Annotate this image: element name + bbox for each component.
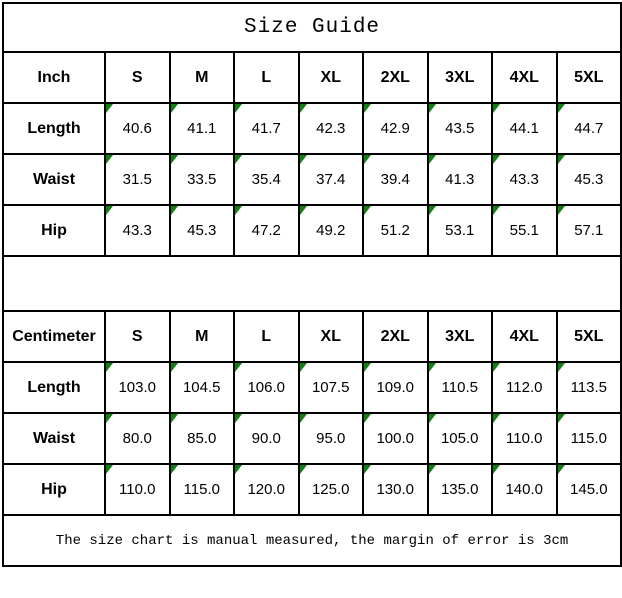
- measurement-cell: 112.0: [491, 361, 558, 414]
- measurement-cell: 130.0: [362, 463, 429, 516]
- measurement-cell: 42.9: [362, 102, 429, 155]
- measurement-cell: 110.0: [491, 412, 558, 465]
- size-col-header: S: [104, 310, 171, 363]
- measurement-cell: 53.1: [426, 204, 493, 257]
- size-col-header: XL: [297, 51, 364, 104]
- size-col-header: 5XL: [555, 51, 622, 104]
- row-label: Waist: [2, 153, 106, 206]
- footer-row: The size chart is manual measured, the m…: [1, 514, 622, 567]
- measurement-cell: 49.2: [297, 204, 364, 257]
- size-col-header: 4XL: [491, 310, 558, 363]
- inch-header-row: Inch S M L XL 2XL 3XL 4XL 5XL: [2, 51, 622, 104]
- measurement-cell: 107.5: [297, 361, 364, 414]
- measurement-cell: 39.4: [362, 153, 429, 206]
- size-col-header: M: [168, 310, 235, 363]
- row-label: Hip: [2, 204, 106, 257]
- inch-length-row: Length 40.6 41.1 41.7 42.3 42.9 43.5 44.…: [2, 102, 622, 155]
- footer-note: The size chart is manual measured, the m…: [1, 514, 622, 567]
- size-col-header: M: [168, 51, 235, 104]
- measurement-cell: 110.0: [104, 463, 171, 516]
- measurement-cell: 115.0: [168, 463, 235, 516]
- size-guide-table: Size Guide Inch S M L XL 2XL 3XL 4XL 5XL…: [1, 2, 622, 567]
- size-col-header: L: [233, 310, 300, 363]
- measurement-cell: 41.3: [426, 153, 493, 206]
- measurement-cell: 31.5: [104, 153, 171, 206]
- size-col-header: 2XL: [362, 310, 429, 363]
- cm-header-row: Centimeter S M L XL 2XL 3XL 4XL 5XL: [2, 310, 622, 363]
- measurement-cell: 43.3: [491, 153, 558, 206]
- measurement-cell: 45.3: [555, 153, 622, 206]
- measurement-cell: 95.0: [297, 412, 364, 465]
- measurement-cell: 37.4: [297, 153, 364, 206]
- measurement-cell: 135.0: [426, 463, 493, 516]
- measurement-cell: 42.3: [297, 102, 364, 155]
- measurement-cell: 113.5: [555, 361, 622, 414]
- measurement-cell: 57.1: [555, 204, 622, 257]
- measurement-cell: 106.0: [233, 361, 300, 414]
- measurement-cell: 33.5: [168, 153, 235, 206]
- measurement-cell: 43.5: [426, 102, 493, 155]
- size-col-header: XL: [297, 310, 364, 363]
- size-col-header: 5XL: [555, 310, 622, 363]
- spacer-row: [1, 255, 622, 312]
- measurement-cell: 125.0: [297, 463, 364, 516]
- cm-length-row: Length 103.0 104.5 106.0 107.5 109.0 110…: [2, 361, 622, 414]
- measurement-cell: 40.6: [104, 102, 171, 155]
- row-label: Length: [2, 361, 106, 414]
- size-col-header: 3XL: [426, 310, 493, 363]
- measurement-cell: 90.0: [233, 412, 300, 465]
- title-row: Size Guide: [1, 2, 622, 53]
- measurement-cell: 47.2: [233, 204, 300, 257]
- row-label: Waist: [2, 412, 106, 465]
- measurement-cell: 115.0: [555, 412, 622, 465]
- size-col-header: L: [233, 51, 300, 104]
- measurement-cell: 104.5: [168, 361, 235, 414]
- cm-waist-row: Waist 80.0 85.0 90.0 95.0 100.0 105.0 11…: [2, 412, 622, 465]
- cm-hip-row: Hip 110.0 115.0 120.0 125.0 130.0 135.0 …: [2, 463, 622, 516]
- measurement-cell: 100.0: [362, 412, 429, 465]
- measurement-cell: 44.1: [491, 102, 558, 155]
- inch-waist-row: Waist 31.5 33.5 35.4 37.4 39.4 41.3 43.3…: [2, 153, 622, 206]
- page-title: Size Guide: [1, 2, 622, 53]
- measurement-cell: 41.7: [233, 102, 300, 155]
- measurement-cell: 140.0: [491, 463, 558, 516]
- unit-label-centimeter: Centimeter: [2, 310, 106, 363]
- measurement-cell: 43.3: [104, 204, 171, 257]
- measurement-cell: 35.4: [233, 153, 300, 206]
- size-col-header: 2XL: [362, 51, 429, 104]
- measurement-cell: 103.0: [104, 361, 171, 414]
- measurement-cell: 120.0: [233, 463, 300, 516]
- measurement-cell: 45.3: [168, 204, 235, 257]
- unit-label-inch: Inch: [2, 51, 106, 104]
- row-label: Length: [2, 102, 106, 155]
- inch-hip-row: Hip 43.3 45.3 47.2 49.2 51.2 53.1 55.1 5…: [2, 204, 622, 257]
- measurement-cell: 145.0: [555, 463, 622, 516]
- size-col-header: 4XL: [491, 51, 558, 104]
- measurement-cell: 80.0: [104, 412, 171, 465]
- row-label: Hip: [2, 463, 106, 516]
- measurement-cell: 44.7: [555, 102, 622, 155]
- measurement-cell: 109.0: [362, 361, 429, 414]
- measurement-cell: 51.2: [362, 204, 429, 257]
- spacer-cell: [1, 255, 622, 312]
- measurement-cell: 110.5: [426, 361, 493, 414]
- measurement-cell: 105.0: [426, 412, 493, 465]
- measurement-cell: 85.0: [168, 412, 235, 465]
- measurement-cell: 55.1: [491, 204, 558, 257]
- measurement-cell: 41.1: [168, 102, 235, 155]
- size-col-header: 3XL: [426, 51, 493, 104]
- size-col-header: S: [104, 51, 171, 104]
